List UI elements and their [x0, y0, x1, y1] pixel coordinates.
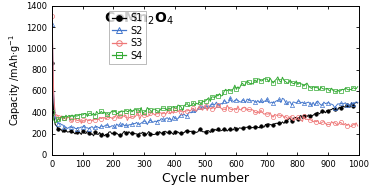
Legend: S1, S2, S3, S4: S1, S2, S3, S4 [109, 11, 145, 64]
Y-axis label: Capacity /mAh·g$^{-1}$: Capacity /mAh·g$^{-1}$ [7, 34, 23, 126]
Text: CoMn$_2$O$_4$: CoMn$_2$O$_4$ [104, 10, 174, 26]
X-axis label: Cycle number: Cycle number [162, 172, 249, 185]
